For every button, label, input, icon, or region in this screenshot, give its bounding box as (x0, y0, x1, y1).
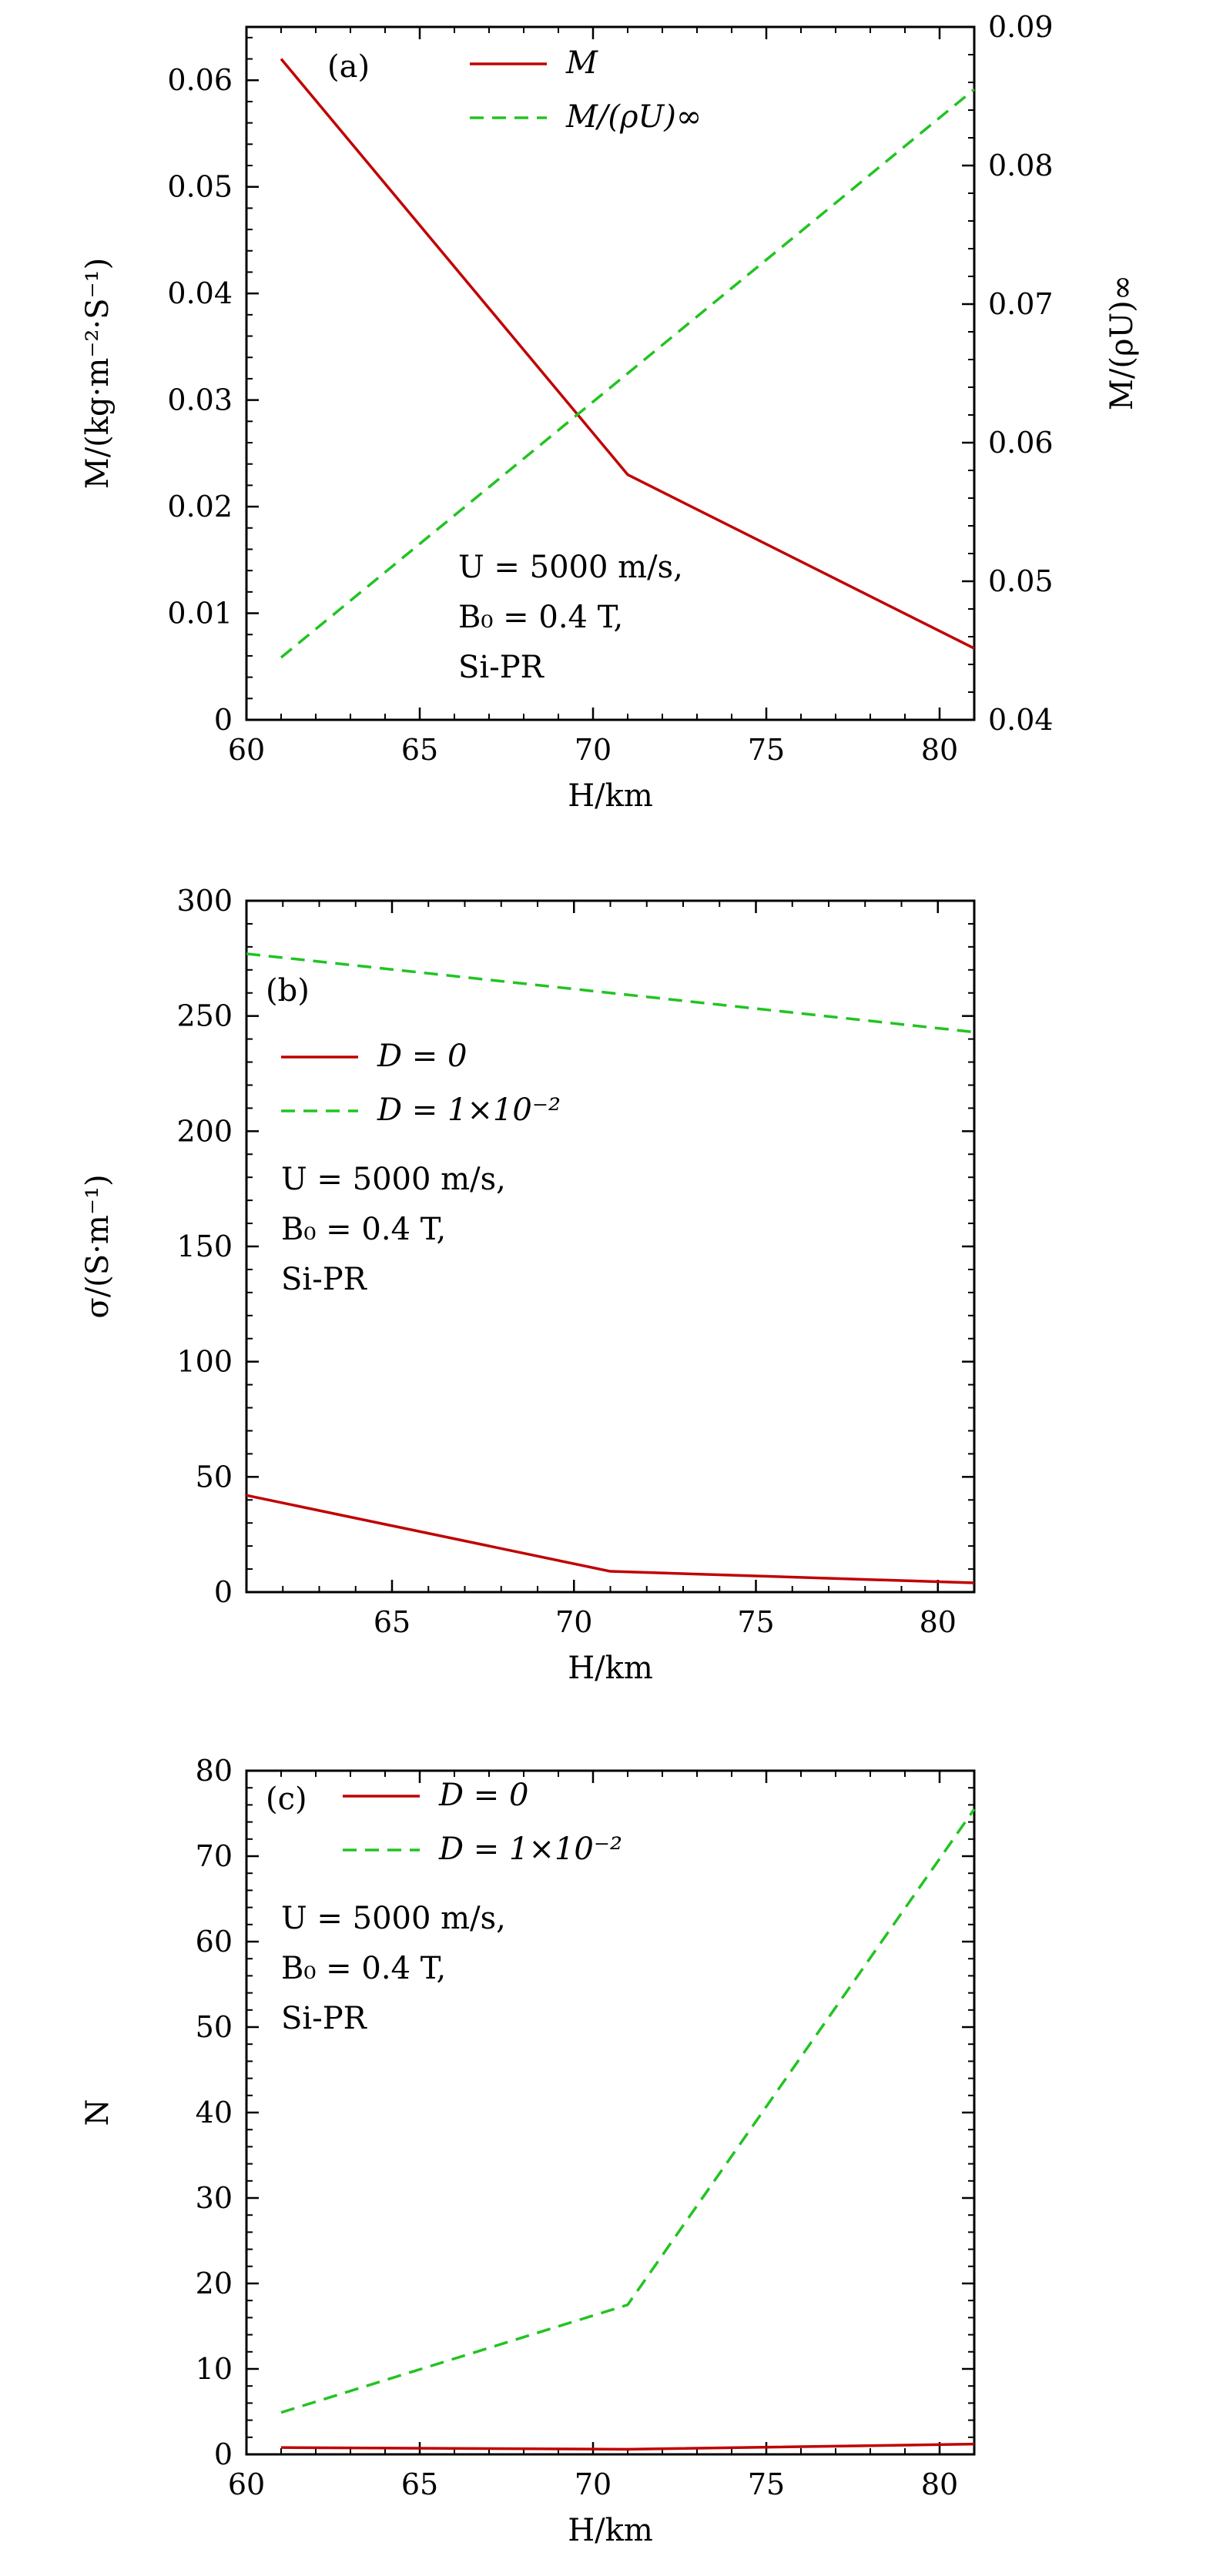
panel-c-plot-frame (245, 1769, 976, 2456)
panel-a-x-tick-label: 60 (228, 733, 265, 767)
panel-c-x-tick-label: 70 (575, 2467, 612, 2501)
panel-a-plot-frame (245, 25, 976, 721)
panel-b-series-1-line (246, 1494, 975, 1584)
panel-a-y-tick-label: 0.03 (167, 383, 233, 417)
panel-c-y-tick-label: 30 (196, 2181, 233, 2215)
panel-b-x-tick-label: 70 (555, 1605, 592, 1639)
panel-b-x-tick-label: 65 (374, 1605, 410, 1639)
panel-b-y-tick-label: 100 (176, 1345, 233, 1379)
panel-a-series-1-line (280, 58, 975, 650)
panel-a-x-tick-label: 80 (921, 733, 958, 767)
panel-c-y-tick-label: 70 (196, 1839, 233, 1873)
panel-c-x-tick-label: 75 (748, 2467, 785, 2501)
panel-c-x-tick-label: 80 (921, 2467, 958, 2501)
panel-a-y2-tick-label: 0.05 (988, 564, 1054, 598)
panel-a-series-2-line (280, 88, 976, 659)
panel-b-series-2-line (246, 952, 975, 1034)
panel-a-y2-tick-label: 0.04 (988, 703, 1054, 737)
panel-c-x-tick-label: 60 (228, 2467, 265, 2501)
panel-a-y-tick-label: 0.02 (167, 490, 233, 524)
panel-a-y-tick-label: 0.05 (167, 170, 233, 204)
panel-c-y-tick-label: 0 (214, 2437, 233, 2471)
panel-b-x-tick-label: 80 (920, 1605, 957, 1639)
panel-c-y-tick-label: 10 (196, 2352, 233, 2386)
panel-a-x-axis-label: H/km (568, 778, 653, 814)
panel-c-y-axis-label: N (80, 2099, 116, 2126)
panel-a-y-tick-label: 0.06 (167, 63, 233, 97)
panel-b-y-tick-label: 300 (176, 884, 233, 918)
panel-c-legend-label-2: D = 1×10⁻² (438, 1832, 622, 1867)
panel-b-x-tick-label: 75 (737, 1605, 774, 1639)
panel-a-y2-tick-label: 0.07 (988, 287, 1054, 321)
panel-a-y2-tick-label: 0.06 (988, 426, 1054, 460)
panel-b-y-tick-label: 250 (176, 999, 233, 1033)
panel-b-legend-label-1: D = 0 (377, 1039, 467, 1074)
panel-c-tag: (c) (266, 1781, 307, 1817)
panel-c-x-tick-label: 65 (401, 2467, 438, 2501)
panel-a-y-tick-label: 0.01 (167, 597, 233, 631)
panel-c-legend-label-1: D = 0 (438, 1778, 528, 1813)
panel-b-y-tick-label: 0 (214, 1575, 233, 1609)
panel-b-legend-label-2: D = 1×10⁻² (377, 1092, 561, 1128)
panel-a-x-tick-label: 70 (575, 733, 612, 767)
panel-a-legend-label-1: M (565, 45, 598, 81)
panel-c-y-tick-label: 20 (196, 2267, 233, 2300)
panel-c-y-tick-label: 50 (196, 2010, 233, 2044)
panel-a-x-tick-label: 65 (401, 733, 438, 767)
panel-a-y-tick-label: 0 (214, 703, 233, 737)
panel-b-y-tick-label: 200 (176, 1114, 233, 1148)
panel-a-y-tick-label: 0.04 (167, 276, 233, 310)
panel-c-y-tick-label: 60 (196, 1925, 233, 1959)
panel-c-annotation-line-2: B₀ = 0.4 T, (281, 1951, 446, 1986)
panel-a-y2-tick-label: 0.09 (988, 10, 1054, 44)
panel-c-y-tick-label: 80 (196, 1754, 233, 1788)
panel-b-y-tick-label: 50 (196, 1460, 233, 1494)
panel-b-y-tick-label: 150 (176, 1229, 233, 1263)
panel-c-series-1-line (280, 2442, 975, 2451)
panel-b-tag: (b) (266, 973, 310, 1009)
panel-c-x-axis-label: H/km (568, 2513, 653, 2548)
panel-b-x-axis-label: H/km (568, 1651, 653, 1686)
panel-a-y2-tick-label: 0.08 (988, 149, 1054, 182)
panel-b-annotation-line-2: B₀ = 0.4 T, (281, 1212, 446, 1247)
panel-b-annotation-line-3: Si-PR (281, 1262, 368, 1297)
panel-c-y-tick-label: 40 (196, 2096, 233, 2129)
panel-b-y-axis-label: σ/(S·m⁻¹) (80, 1174, 116, 1318)
panel-a-x-tick-label: 75 (748, 733, 785, 767)
panel-c-annotation-line-3: Si-PR (281, 2001, 368, 2036)
panel-c-annotation-line-1: U = 5000 m/s, (281, 1901, 506, 1936)
panel-a-annotation-line-1: U = 5000 m/s, (458, 550, 683, 585)
panel-a-y2-axis-label: M/(ρU)∞ (1104, 275, 1140, 410)
panel-c-series-2-line (280, 1808, 976, 2414)
panel-a-annotation-line-2: B₀ = 0.4 T, (458, 600, 623, 635)
panel-a-annotation-line-3: Si-PR (458, 650, 545, 685)
panel-a-legend-label-2: M/(ρU)∞ (565, 99, 702, 135)
panel-a-tag: (a) (327, 49, 370, 85)
panel-b-annotation-line-1: U = 5000 m/s, (281, 1162, 506, 1197)
panel-a-y-axis-label: M/(kg·m⁻²·S⁻¹) (80, 258, 116, 490)
